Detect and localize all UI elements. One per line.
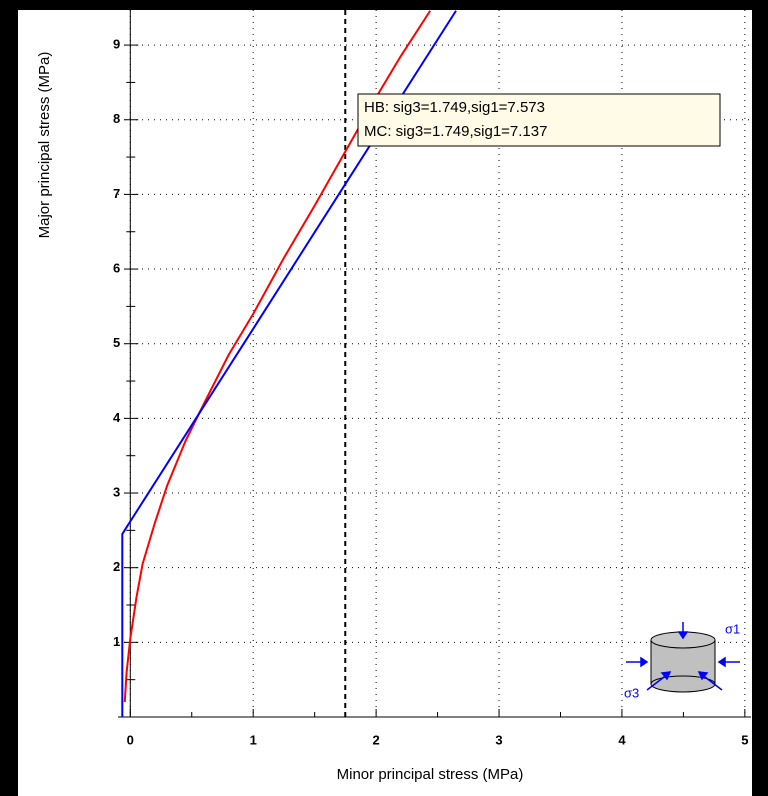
- x-tick-label: 5: [741, 732, 748, 747]
- sigma1-label: σ1: [725, 621, 740, 636]
- y-tick-label: 6: [113, 260, 120, 275]
- curve: [123, 10, 432, 703]
- cylinder-base: [650, 675, 716, 693]
- axes: 0 1 2 3 4 5 1 2 3 4 5 6 7 8 9: [113, 10, 751, 747]
- y-tick-label: 5: [113, 335, 120, 350]
- x-tick-label: 0: [127, 732, 134, 747]
- y-tick-label: 2: [113, 559, 120, 574]
- y-tick-label: 8: [113, 111, 120, 126]
- x-tick-label: 4: [618, 732, 626, 747]
- x-tick-label: 3: [495, 732, 502, 747]
- x-tick-label: 1: [250, 732, 257, 747]
- y-tick-label: 9: [113, 37, 120, 52]
- marks: HB: sig3=1.749,sig1=7.573 MC: sig3=1.749,…: [121, 10, 721, 717]
- arrows: [626, 622, 740, 691]
- y-tick-label: 7: [113, 186, 120, 201]
- y-tick-label: 3: [113, 484, 120, 499]
- y-axis-title: Major principal stress (MPa): [36, 52, 53, 239]
- curve: [121, 10, 457, 717]
- y-tick-label: 4: [113, 410, 121, 425]
- annotation-text: HB: sig3=1.749,sig1=7.573: [364, 99, 545, 116]
- y-tick-label: 1: [113, 634, 120, 649]
- x-axis-title: Minor principal stress (MPa): [337, 766, 524, 783]
- annotation-box: [357, 93, 721, 147]
- loading-icon: σ1 σ3: [624, 621, 740, 700]
- annotation-text: MC: sig3=1.749,sig1=7.137: [364, 123, 547, 140]
- x-tick-label: 2: [372, 732, 379, 747]
- sigma3-label: σ3: [624, 685, 639, 700]
